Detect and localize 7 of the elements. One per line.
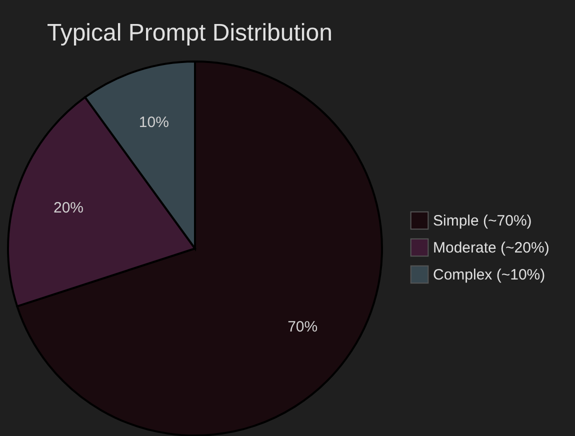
data-label: 20% (53, 199, 84, 216)
data-label: 10% (138, 114, 169, 132)
legend-label: Moderate (~20%) (433, 240, 550, 256)
legend-label: Simple (~70%) (433, 212, 532, 230)
chart-title: Typical Prompt Distribution (47, 20, 332, 46)
legend-label: Complex (~10%) (433, 266, 546, 284)
data-label: 70% (288, 318, 318, 336)
